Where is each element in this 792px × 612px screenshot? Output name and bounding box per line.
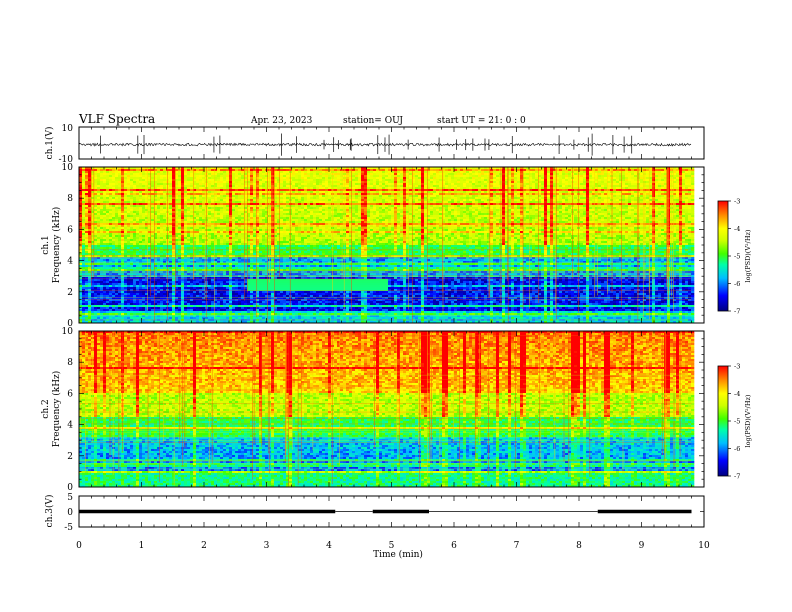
ch3-ytick-top: 5 xyxy=(67,493,73,503)
colorbar-tick-label: -3 xyxy=(734,198,740,206)
freq-tick-label: 2 xyxy=(67,452,73,462)
ch1-waveform-trace xyxy=(78,133,692,156)
freq-tick-label: 6 xyxy=(67,225,73,235)
ch3-ylabel: ch.3(V) xyxy=(44,495,55,528)
freq-tick-label: 0 xyxy=(67,483,73,493)
panel-ch2-spectrogram: 10 8 6 4 2 0 ch.2 Frequency (kHz) xyxy=(41,327,705,493)
x-tick-label: 4 xyxy=(326,541,332,551)
colorbar-ch2-label: log(PSD)(V²/Hz) xyxy=(744,394,752,447)
colorbar-ch1-label: log(PSD)(V²/Hz) xyxy=(744,229,752,282)
ch1-spec-ylabel-line2: Frequency (kHz) xyxy=(51,207,62,284)
freq-tick-label: 2 xyxy=(67,288,73,298)
start-time-label: start UT = 21: 0 : 0 xyxy=(437,116,526,126)
x-tick-label: 1 xyxy=(139,541,145,551)
colorbar-tick-label: -5 xyxy=(734,418,740,426)
freq-tick-label: 10 xyxy=(62,163,74,173)
freq-tick-label: 10 xyxy=(62,327,74,337)
x-tick-label: 7 xyxy=(514,541,520,551)
x-tick-label: 8 xyxy=(576,541,582,551)
ch3-ytick-bottom: -5 xyxy=(64,523,73,533)
colorbar-tick-label: -7 xyxy=(734,473,740,481)
colorbar-tick-label: -5 xyxy=(734,253,740,261)
colorbar-tick-label: -7 xyxy=(734,308,740,316)
ch2-spec-ylabel-line1: ch.2 xyxy=(41,399,51,418)
colorbar-ch1-gradient xyxy=(717,200,729,312)
x-tick-label: 2 xyxy=(201,541,207,551)
ch1-spectrogram-heatmap xyxy=(79,167,704,323)
freq-tick-label: 4 xyxy=(67,421,73,431)
ch2-spectrogram-heatmap xyxy=(79,331,704,487)
ch2-spec-ylabel-line2: Frequency (kHz) xyxy=(51,371,62,448)
ch1-ytick-top: 10 xyxy=(62,124,74,134)
freq-tick-label: 6 xyxy=(67,389,73,399)
x-axis-ticks xyxy=(78,127,705,527)
colorbar-tick-label: -4 xyxy=(734,390,740,398)
panel-ch1-waveform: 10 -10 ch.1(V) xyxy=(44,124,705,165)
colorbar-ch2-gradient xyxy=(717,365,729,477)
freq-tick-label: 8 xyxy=(67,358,73,368)
colorbar-ch1: -3 -4 -5 -6 -7 log(PSD)(V²/Hz) xyxy=(717,198,752,316)
x-axis-label: Time (min) xyxy=(373,549,423,560)
ch1-spec-ylabel-line1: ch.1 xyxy=(41,235,51,254)
x-tick-label: 10 xyxy=(698,541,710,551)
x-tick-label: 5 xyxy=(389,541,395,551)
panel-ch1-spectrogram: 10 8 6 4 2 0 ch.1 Frequency (kHz) xyxy=(41,163,705,329)
freq-tick-label: 4 xyxy=(67,257,73,267)
x-tick-label: 3 xyxy=(264,541,270,551)
x-tick-label: 9 xyxy=(639,541,645,551)
colorbar-tick-label: -6 xyxy=(734,280,740,288)
ch1-ytick-bottom: -10 xyxy=(59,155,74,165)
ch3-ytick-mid: 0 xyxy=(67,508,73,518)
date-label: Apr. 23, 2023 xyxy=(250,116,313,126)
freq-tick-label: 8 xyxy=(67,194,73,204)
colorbar-tick-label: -6 xyxy=(734,445,740,453)
colorbar-tick-label: -4 xyxy=(734,225,740,233)
colorbar-ch2: -3 -4 -5 -6 -7 log(PSD)(V²/Hz) xyxy=(717,363,752,481)
ch1-ylabel: ch.1(V) xyxy=(44,127,55,160)
x-axis-tick-labels: 0 1 2 3 4 5 6 7 8 9 10 xyxy=(76,541,710,551)
panel-ch3: 5 0 -5 ch.3(V) xyxy=(44,493,705,533)
colorbar-tick-label: -3 xyxy=(734,363,740,371)
figure-title: VLF Spectra xyxy=(78,112,155,126)
x-tick-label: 0 xyxy=(76,541,82,551)
ch3-trace xyxy=(79,495,704,528)
x-tick-label: 6 xyxy=(451,541,457,551)
freq-tick-label: 0 xyxy=(67,319,73,329)
station-label: station= OUJ xyxy=(343,116,403,126)
